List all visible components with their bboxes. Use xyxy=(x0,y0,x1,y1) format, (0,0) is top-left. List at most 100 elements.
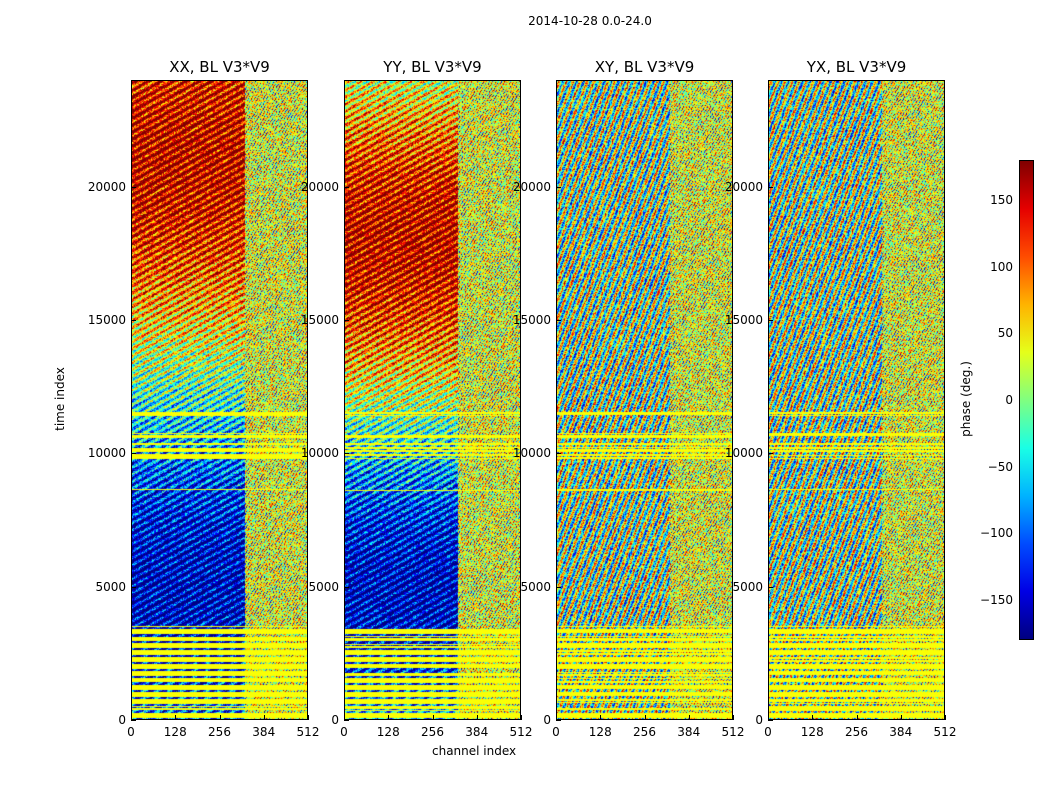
x-tick-mark xyxy=(945,715,946,720)
x-tick-mark xyxy=(688,715,690,720)
x-tick-label: 256 xyxy=(633,725,656,739)
y-tick-mark xyxy=(556,586,561,588)
y-tick-mark xyxy=(768,186,773,188)
x-tick-mark xyxy=(388,715,390,720)
y-tick-label: 10000 xyxy=(512,446,551,461)
y-tick-mark xyxy=(768,720,773,721)
x-tick-label: 256 xyxy=(845,725,868,739)
x-tick-mark xyxy=(812,715,814,720)
x-tick-mark xyxy=(733,715,734,720)
y-tick-label: 20000 xyxy=(512,179,551,194)
x-tick-label: 384 xyxy=(677,725,701,739)
x-tick-mark xyxy=(131,715,132,720)
y-tick-mark xyxy=(768,453,773,455)
y-tick-label: 0 xyxy=(755,713,763,727)
x-tick-mark xyxy=(900,715,902,720)
panel-title-xy: XY, BL V3*V9 xyxy=(594,58,695,76)
colorbar-tick-label: −150 xyxy=(980,593,1013,607)
heatmap-xy xyxy=(557,81,732,719)
y-tick-label: 15000 xyxy=(87,313,126,327)
y-tick-label: 10000 xyxy=(300,446,339,461)
x-tick-label: 0 xyxy=(127,725,135,739)
y-tick-mark xyxy=(768,320,773,321)
y-tick-mark xyxy=(344,320,349,321)
y-tick-mark xyxy=(131,720,136,721)
y-tick-mark xyxy=(556,186,561,188)
x-tick-label: 128 xyxy=(588,725,612,739)
y-tick-label: 20000 xyxy=(300,179,339,194)
y-tick-label: 5000 xyxy=(732,579,763,594)
x-tick-mark xyxy=(175,715,177,720)
heatmap-yy xyxy=(345,81,520,719)
y-tick-mark xyxy=(556,720,561,721)
y-tick-label: 15000 xyxy=(512,313,551,327)
colorbar xyxy=(1019,160,1034,640)
x-tick-label: 256 xyxy=(208,725,231,739)
x-tick-mark xyxy=(432,715,434,720)
x-tick-label: 128 xyxy=(376,725,400,739)
x-tick-label: 128 xyxy=(800,725,824,739)
x-tick-label: 512 xyxy=(509,725,533,739)
x-tick-mark xyxy=(344,715,345,720)
x-tick-label: 512 xyxy=(721,725,745,739)
x-tick-mark xyxy=(600,715,602,720)
y-tick-label: 0 xyxy=(331,713,339,727)
colorbar-tick-label: 100 xyxy=(990,259,1013,274)
y-tick-label: 20000 xyxy=(87,179,126,194)
y-tick-mark xyxy=(768,586,773,588)
y-tick-label: 0 xyxy=(118,713,126,727)
figure-title: 2014-10-28 0.0-24.0 xyxy=(528,14,652,28)
panel-title-yx: YX, BL V3*V9 xyxy=(806,58,907,76)
panel-title-xx: XX, BL V3*V9 xyxy=(169,58,270,76)
x-tick-label: 256 xyxy=(421,725,444,739)
y-tick-mark xyxy=(131,586,136,588)
x-tick-label: 512 xyxy=(296,725,320,739)
y-tick-mark xyxy=(131,453,136,455)
x-tick-mark xyxy=(263,715,265,720)
colorbar-tick-label: 50 xyxy=(997,326,1013,341)
y-tick-mark xyxy=(131,186,136,188)
colorbar-tick-label: 150 xyxy=(990,193,1013,207)
colorbar-tick-label: −100 xyxy=(980,526,1013,541)
x-axis-label: channel index xyxy=(432,744,517,758)
x-tick-label: 384 xyxy=(465,725,489,739)
panel-title-yy: YY, BL V3*V9 xyxy=(383,58,482,76)
y-tick-label: 15000 xyxy=(724,313,763,327)
x-tick-mark xyxy=(476,715,478,720)
y-tick-mark xyxy=(556,320,561,321)
y-tick-label: 5000 xyxy=(308,579,339,594)
x-tick-mark xyxy=(768,715,769,720)
y-tick-label: 20000 xyxy=(724,179,763,194)
heatmap-yx xyxy=(769,81,944,719)
y-axis-label: time index xyxy=(52,367,67,431)
x-tick-label: 512 xyxy=(933,725,957,739)
y-tick-mark xyxy=(344,586,349,588)
y-tick-mark xyxy=(131,320,136,321)
x-tick-label: 0 xyxy=(552,725,560,739)
x-tick-mark xyxy=(856,715,858,720)
x-tick-label: 0 xyxy=(764,725,772,739)
colorbar-tick-label: 0 xyxy=(1005,393,1013,407)
y-tick-mark xyxy=(556,453,561,455)
y-tick-label: 10000 xyxy=(87,446,126,461)
x-tick-label: 0 xyxy=(340,725,348,739)
x-tick-mark xyxy=(308,715,309,720)
heatmap-xx xyxy=(132,81,307,719)
y-tick-label: 15000 xyxy=(300,313,339,327)
x-tick-mark xyxy=(556,715,557,720)
colorbar-tick-label: −50 xyxy=(987,459,1013,474)
x-tick-mark xyxy=(521,715,522,720)
x-tick-label: 384 xyxy=(889,725,913,739)
y-tick-label: 10000 xyxy=(724,446,763,461)
colorbar-label: phase (deg.) xyxy=(958,361,973,437)
y-tick-label: 0 xyxy=(543,713,551,727)
x-tick-label: 128 xyxy=(163,725,187,739)
y-tick-mark xyxy=(344,186,349,188)
y-tick-label: 5000 xyxy=(520,579,551,594)
y-tick-mark xyxy=(344,720,349,721)
x-tick-mark xyxy=(219,715,221,720)
x-tick-label: 384 xyxy=(252,725,276,739)
y-tick-mark xyxy=(344,453,349,455)
y-tick-label: 5000 xyxy=(95,579,126,594)
x-tick-mark xyxy=(644,715,646,720)
